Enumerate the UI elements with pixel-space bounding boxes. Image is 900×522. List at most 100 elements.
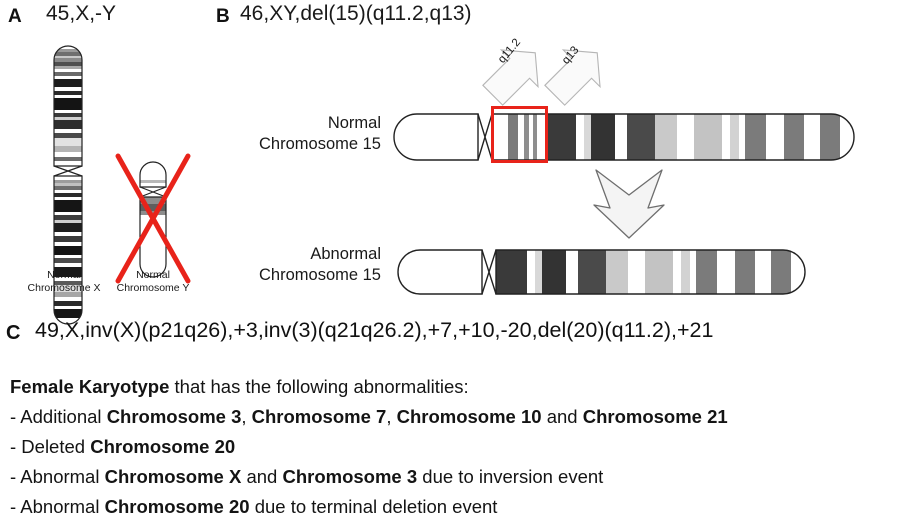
callout-q11-2: q11.2 (478, 37, 550, 110)
chromosome-band (655, 114, 678, 160)
chromosome-band (694, 114, 723, 160)
chromosome-band (54, 183, 82, 187)
chromosome-band (545, 114, 577, 160)
chromosome-band (140, 197, 166, 205)
chromosome-band (690, 250, 697, 294)
chromosome-band (54, 180, 82, 184)
chromosome-band (717, 250, 736, 294)
down-arrow-icon (593, 169, 665, 239)
chromosome-band (54, 306, 82, 310)
emphasis-text: Chromosome 3 (106, 406, 242, 427)
chromosome-band (54, 91, 82, 96)
chromosome-band (54, 232, 82, 237)
chromosome-band (54, 309, 82, 319)
chromosome-x-figure (50, 42, 86, 328)
centromere-icon (477, 113, 493, 161)
chromosome-band (140, 183, 166, 187)
chromosome-band (527, 250, 536, 294)
chromosome-band (54, 242, 82, 247)
chromosome-band (140, 180, 166, 184)
chromosome-band (54, 263, 82, 268)
chromosome-band (54, 246, 82, 256)
chromosome-band (54, 267, 82, 278)
callout-arrow-icon (544, 49, 601, 106)
chromosome-x-caption-line2: Chromosome X (27, 282, 101, 294)
panel-c-line-3: - Deleted Chromosome 20 (10, 432, 728, 462)
chromosome-y-caption: Normal Chromosome Y (97, 269, 209, 295)
chromosome-band (606, 250, 629, 294)
plain-text: , (386, 406, 397, 427)
chromosome-band (54, 277, 82, 282)
chromosome-band (766, 114, 785, 160)
q-arm-outline (495, 249, 806, 295)
panel-b-letter: B (216, 6, 230, 27)
chromosome-band (54, 120, 82, 130)
chromosome-band (54, 236, 82, 243)
plain-text: and (541, 406, 583, 427)
panel-b-title: 46,XY,del(15)(q11.2,q13) (240, 2, 472, 25)
normal-chromosome-15-label: Normal Chromosome 15 (215, 113, 381, 155)
chromosome-band (54, 58, 82, 63)
chromosome-band (804, 114, 821, 160)
panel-c-letter: C (6, 322, 21, 344)
chromosome-band (54, 133, 82, 139)
deletion-highlight-box (491, 106, 548, 163)
chromosome-band (730, 114, 740, 160)
abnormal-chromosome-15-label: Abnormal Chromosome 15 (205, 244, 381, 286)
callout-q13: q13 (540, 38, 612, 110)
panel-a-title: 45,X,-Y (46, 2, 117, 25)
chromosome-band (54, 95, 82, 99)
panel-c-line-2: - Additional Chromosome 3, Chromosome 7,… (10, 402, 728, 432)
chromosome-band (771, 250, 792, 294)
chromosome-band (54, 161, 82, 166)
chromosome-band (54, 186, 82, 191)
chromosome-band (739, 114, 746, 160)
chromosome-band (54, 297, 82, 302)
chromosome-band (496, 250, 528, 294)
chromosome-band (578, 250, 607, 294)
chromosome-band (533, 114, 538, 160)
chromosome-band (54, 193, 82, 198)
chromosome-band (54, 255, 82, 259)
chromosome-band (54, 220, 82, 224)
chromosome-outline (53, 175, 83, 325)
normal-chromosome-15-label-line2: Chromosome 15 (259, 135, 381, 153)
chromosome-band (54, 176, 82, 181)
chromosome-15-ideogram (393, 113, 855, 161)
chromosome-outline (139, 196, 167, 278)
chromosome-band (54, 200, 82, 213)
chromosome-outline (139, 161, 167, 188)
abnormal-chromosome-15-label-line1: Abnormal (310, 245, 381, 263)
centromere-icon (481, 249, 497, 295)
emphasis-text: Chromosome 3 (282, 466, 418, 487)
chromosome-band (755, 250, 772, 294)
panel-c-description: Female Karyotype that has the following … (10, 372, 728, 522)
centromere-icon (139, 186, 167, 198)
plain-text: due to inversion event (417, 466, 604, 487)
chromosome-band (745, 114, 767, 160)
p-arm (397, 249, 483, 295)
emphasis-text: Female Karyotype (10, 376, 170, 397)
centromere-icon (53, 165, 83, 177)
q-arm-outline (491, 113, 855, 161)
chromosome-y-figure (115, 153, 191, 284)
chromosome-band (54, 72, 82, 77)
chromosome-band (54, 157, 82, 162)
chromosome-band (542, 250, 567, 294)
callout-arrow-icon (482, 49, 539, 106)
chromosome-band (54, 223, 82, 233)
plain-text: - Abnormal (10, 496, 105, 517)
chromosome-band (677, 114, 695, 160)
chromosome-band (784, 114, 805, 160)
emphasis-text: Chromosome 20 (104, 496, 250, 517)
chromosome-band (54, 292, 82, 298)
panel-a-letter: A (8, 6, 22, 27)
chromosome-band (529, 114, 534, 160)
chromosome-band (54, 152, 82, 158)
abnormal-chromosome-15-label-line2: Chromosome 15 (259, 266, 381, 284)
panel-c-title: 49,X,inv(X)(p21q26),+3,inv(3)(q21q26.2),… (35, 318, 714, 342)
chromosome-band (54, 79, 82, 88)
chromosome-band (576, 114, 585, 160)
chromosome-band (54, 113, 82, 118)
emphasis-text: Chromosome 21 (582, 406, 728, 427)
